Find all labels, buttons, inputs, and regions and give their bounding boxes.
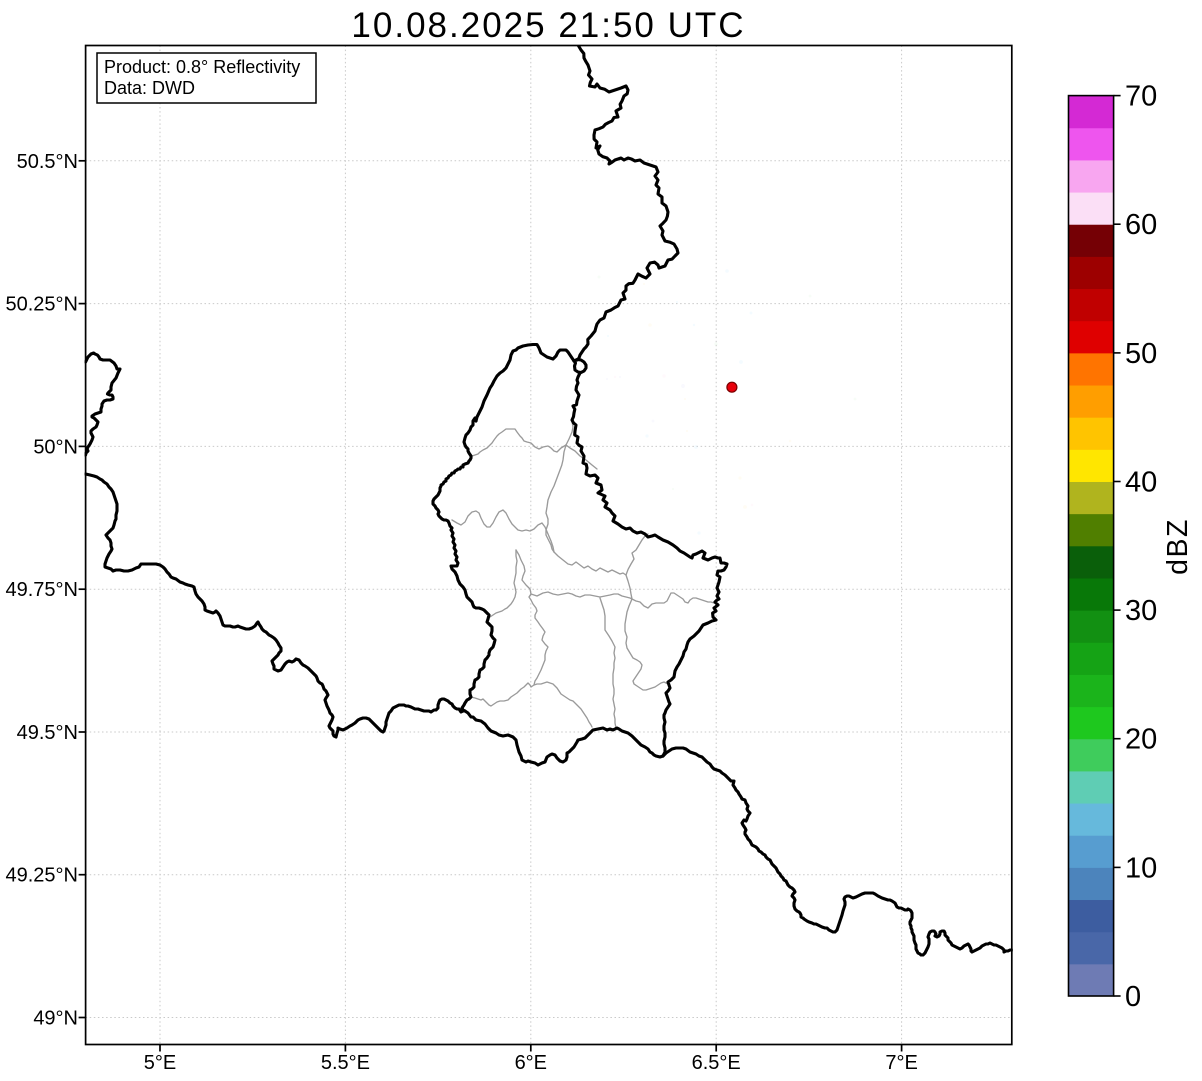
svg-text:50°N: 50°N: [33, 436, 78, 458]
svg-text:5.5°E: 5.5°E: [321, 1052, 370, 1074]
svg-text:6°E: 6°E: [515, 1052, 547, 1074]
svg-text:49°N: 49°N: [33, 1008, 78, 1030]
svg-text:50: 50: [1125, 338, 1157, 370]
svg-text:40: 40: [1125, 467, 1157, 499]
svg-text:60: 60: [1125, 209, 1157, 241]
svg-text:Product: 0.8° Reflectivity: Product: 0.8° Reflectivity: [104, 57, 300, 77]
svg-text:0: 0: [1125, 981, 1141, 1013]
svg-text:6.5°E: 6.5°E: [692, 1052, 741, 1074]
svg-text:10: 10: [1125, 852, 1157, 884]
svg-text:dBZ: dBZ: [1162, 518, 1194, 575]
svg-text:49.75°N: 49.75°N: [6, 579, 79, 601]
svg-text:20: 20: [1125, 724, 1157, 756]
svg-text:50.5°N: 50.5°N: [17, 151, 78, 173]
svg-text:49.5°N: 49.5°N: [17, 722, 78, 744]
svg-text:Data: DWD: Data: DWD: [104, 78, 195, 98]
svg-text:7°E: 7°E: [885, 1052, 917, 1074]
svg-text:10.08.2025 21:50 UTC: 10.08.2025 21:50 UTC: [351, 6, 745, 45]
svg-text:49.25°N: 49.25°N: [6, 865, 79, 887]
svg-text:70: 70: [1125, 81, 1157, 113]
svg-text:5°E: 5°E: [144, 1052, 176, 1074]
svg-text:30: 30: [1125, 595, 1157, 627]
svg-text:50.25°N: 50.25°N: [6, 294, 79, 316]
